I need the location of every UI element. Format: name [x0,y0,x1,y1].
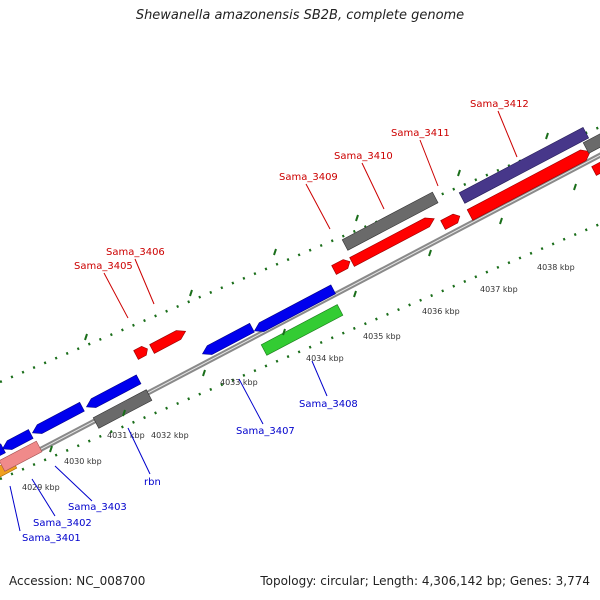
label-leader-line [127,427,151,475]
gene-arrow [260,304,344,356]
tick-label: 4030 kbp [64,457,102,466]
length-value: 4,306,142 bp [421,574,502,588]
tick-mark [353,290,357,298]
accession-label: Accession: [9,574,73,588]
tick-mark [545,132,549,140]
gene-arrow [582,132,600,154]
gene-arrow [440,213,461,230]
label-leader-line [497,110,518,158]
tick-track-upper [0,125,600,384]
gene-arrow [31,401,85,434]
gene-label: Sama_3409 [279,172,338,183]
tick-mark [189,289,193,297]
genes-value: 3,774 [555,574,590,588]
tick-mark [573,183,577,191]
tick-mark [282,328,286,336]
label-leader-line [31,478,56,517]
genome-title: Shewanella amazonensis SB2B, complete ge… [135,8,465,23]
label-leader-line [311,360,328,397]
tick-mark [499,217,503,225]
gene-label: Sama_3405 [74,261,133,272]
label-leader-line [238,378,264,425]
accession-line: Accession: NC_008700 [9,574,145,588]
gene-label: Sama_3406 [106,247,165,258]
label-leader-line [9,485,21,532]
gene-arrow [133,346,148,360]
gene-arrow [201,322,255,355]
gene-arrow [341,191,439,251]
tick-mark [273,248,277,256]
tick-track-lower [0,222,600,481]
label-leader-line [361,162,385,210]
tick-mark [122,409,126,417]
tick-label: 4031 kbp [107,431,145,440]
tick-mark [457,169,461,177]
forward-strand-genes [133,126,600,360]
gene-labels: Sama_3405 Sama_3406 Sama_3409 Sama_3410 Sama… [9,99,529,544]
gene-arrow [458,126,590,204]
gene-label: Sama_3412 [470,99,529,110]
gene-label: Sama_3408 [299,399,358,410]
tick-label: 4029 kbp [22,483,60,492]
tick-mark [84,333,88,341]
topology-value: circular [320,574,365,588]
gene-label: Sama_3407 [236,426,295,437]
tick-label: 4035 kbp [363,332,401,341]
gene-label: Sama_3402 [33,518,92,529]
reverse-strand-genes [0,284,344,479]
gene-arrow [85,374,142,408]
tick-mark [428,249,432,257]
backbone [0,152,600,474]
tick-label: 4033 kbp [220,378,258,387]
gene-label: Sama_3410 [334,151,393,162]
tick-label: 4036 kbp [422,307,460,316]
tick-label: 4038 kbp [537,263,575,272]
gene-arrow [349,217,435,267]
label-leader-line [134,258,155,305]
label-leader-line [103,272,129,319]
tick-mark [49,445,53,453]
tick-label: 4032 kbp [151,431,189,440]
gene-arrow [591,159,600,176]
genes-label: Genes: [509,574,552,588]
gene-arrow [149,330,187,354]
gene-label: rbn [144,477,161,488]
label-leader-line [305,183,331,230]
gene-arrow [1,429,34,450]
topology-label: Topology: [260,574,317,588]
gene-arrow [331,259,351,275]
genome-stats: Topology: circular; Length: 4,306,142 bp… [260,574,590,588]
gene-arrow [92,389,153,429]
gene-label: Sama_3403 [68,502,127,513]
gene-arrow [0,440,43,472]
tick-label: 4037 kbp [480,285,518,294]
gene-label: Sama_3401 [22,533,81,544]
gene-arrow [253,284,336,332]
label-leader-line [419,139,439,187]
tick-marks: 4029 kbp 4030 kbp 4031 kbp 4032 kbp 4033 kbp… [22,132,577,492]
tick-mark [202,369,206,377]
tick-label: 4034 kbp [306,354,344,363]
accession-value: NC_008700 [76,574,146,588]
length-label: Length: [372,574,419,588]
gene-arrow [466,149,591,221]
gene-label: Sama_3411 [391,128,450,139]
tick-mark [355,214,359,222]
label-leader-line [54,465,93,502]
gene-arrow [0,443,6,457]
